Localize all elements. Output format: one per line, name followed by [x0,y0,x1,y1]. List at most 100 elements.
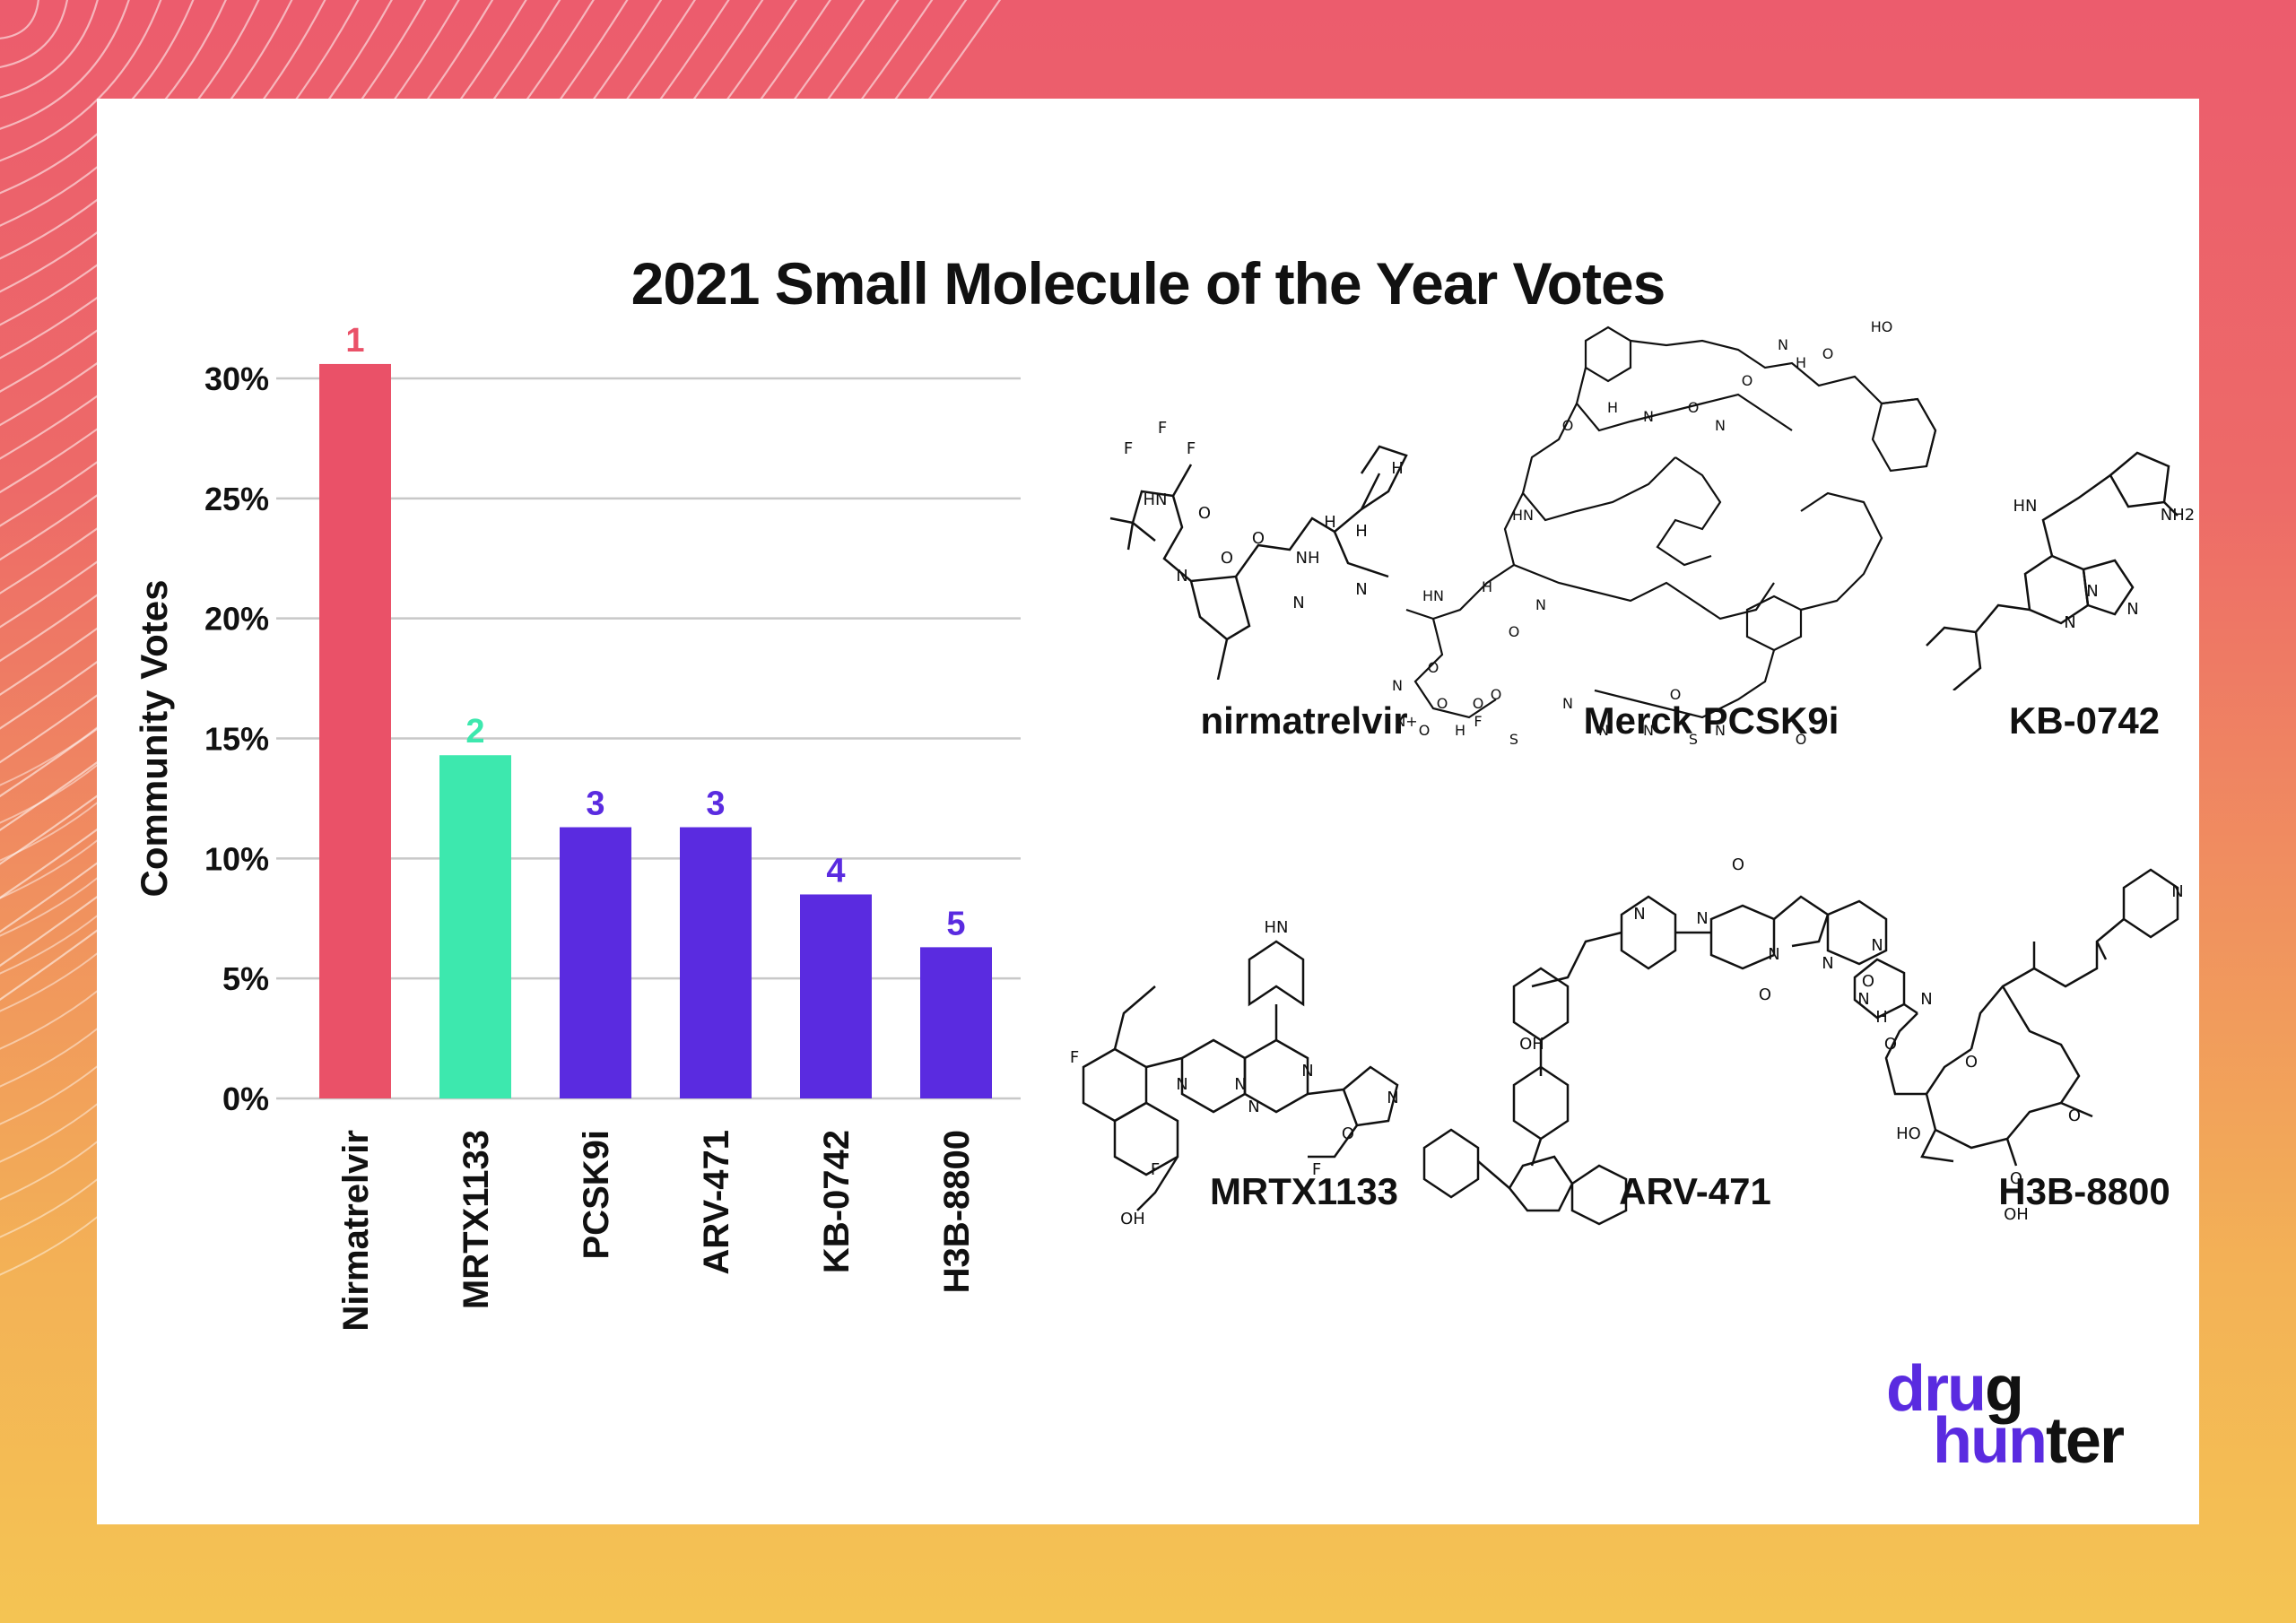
molecule-name-h3b-8800: H3B-8800 [1998,1170,2170,1212]
atom-label: HN [2013,497,2038,516]
atom-label: H [1875,1008,1888,1027]
atom-label: O [1742,372,1753,389]
background-line [0,0,99,99]
atom-label: O [1562,417,1574,434]
atom-label: OH [2004,1205,2029,1224]
drug-hunter-logo: drug hunter [1886,1357,2155,1473]
bar-kb-0742 [800,894,872,1098]
background-line [0,1215,100,1276]
logo-line2-accent: hun [1933,1405,2048,1477]
y-tick-label: 30% [204,360,269,397]
background-line [0,0,68,68]
background-line [0,0,39,39]
atom-label: N [1633,905,1645,924]
atom-label: O [1862,972,1874,991]
bar-h3b-8800 [920,947,992,1098]
atom-label: F [1187,439,1196,458]
atom-label: O [1884,1035,1897,1054]
background-line [0,914,100,975]
atom-label: N [1768,945,1779,964]
atom-label: H [1455,722,1465,739]
y-axis-label: Community Votes [133,580,175,898]
background-line [0,1102,100,1163]
atom-label: O [1342,1124,1354,1143]
atom-label: N [2064,613,2075,632]
atom-label: N [1715,722,1726,739]
rank-label: 5 [946,905,965,942]
atom-label: N [1301,1062,1313,1081]
atom-label: S [1689,731,1698,748]
bar-pcsk9i [560,827,631,1098]
logo-line1-rest: g [1984,1353,2024,1425]
molecule-name-kb-0742: KB-0742 [2008,699,2161,742]
atom-label: N [1176,567,1187,586]
atom-label: N [1871,936,1883,955]
logo-line2-rest: ter [2045,1405,2125,1477]
atom-label: N [2126,600,2138,619]
atom-label: NH [1296,549,1320,568]
atom-label: HO [1871,318,1893,335]
atom-label: N [2171,882,2183,901]
atom-label: F [1474,713,1482,730]
y-tick-label: 0% [222,1081,269,1117]
atom-label: HO [1896,1124,1921,1143]
atom-label: N [1392,677,1403,694]
bar-mrtx1133 [439,755,511,1098]
atom-label: F [1070,1048,1079,1067]
atom-label: N [1643,408,1654,425]
background-line [0,1064,100,1125]
logo-line1-accent: dru [1886,1353,1987,1425]
atom-label: HN [1512,507,1534,524]
category-label: ARV-471 [697,1130,736,1275]
molecule-name-mrtx1133: MRTX1133 [1209,1170,1399,1212]
atom-label: NH2 [2161,506,2195,525]
rank-label: 1 [345,322,364,360]
page-title: 2021 Small Molecule of the Year Votes [631,250,1666,317]
atom-label: O [1198,504,1211,523]
category-label: MRTX1133 [457,1130,496,1309]
atom-label: O [1491,686,1502,703]
molecule-name-nirmatrelvir: nirmatrelvir [1200,699,1408,742]
chart-card: 2021 Small Molecule of the Year Votes 0%… [97,99,2199,1524]
y-tick-label: 5% [222,960,269,997]
rank-label: 3 [586,785,604,823]
atom-label: N [1535,596,1546,613]
atom-label: F [1151,1160,1160,1179]
bar-chart: 0% 5% 10% 15% 20% 25% 30% Community Votes 1 Nirma… [133,322,1021,1332]
rank-label: 3 [706,785,725,823]
y-tick-label: 15% [204,721,269,758]
atom-label: O [1759,985,1771,1004]
background-line [0,951,100,1012]
atom-label: O [1732,855,1744,874]
atom-label: OH [1519,1035,1544,1054]
background-line [0,838,100,899]
atom-label: N [1248,1098,1259,1116]
atom-label: N [1387,1089,1398,1107]
atom-label: N [1822,954,1833,973]
atom-label: O [1509,623,1520,640]
rank-label: 2 [465,713,484,751]
atom-label: H [1391,459,1404,478]
atom-label: O [1252,529,1265,548]
atom-label: H [1324,513,1336,532]
category-label: PCSK9i [577,1130,616,1260]
atom-label: N [1920,990,1932,1009]
y-tick-label: 10% [204,840,269,877]
atom-label: N [1778,336,1788,353]
y-tick-label: 25% [204,481,269,517]
y-tick-label: 20% [204,601,269,638]
bar-nirmatrelvir [319,363,391,1098]
atom-label: O [1822,345,1834,362]
background-line [0,0,130,130]
atom-label: OH [1120,1210,1145,1228]
atom-label: O [1221,549,1233,568]
atom-label: N [1234,1075,1246,1094]
atom-label: O [1437,695,1448,712]
background-line [0,763,100,824]
